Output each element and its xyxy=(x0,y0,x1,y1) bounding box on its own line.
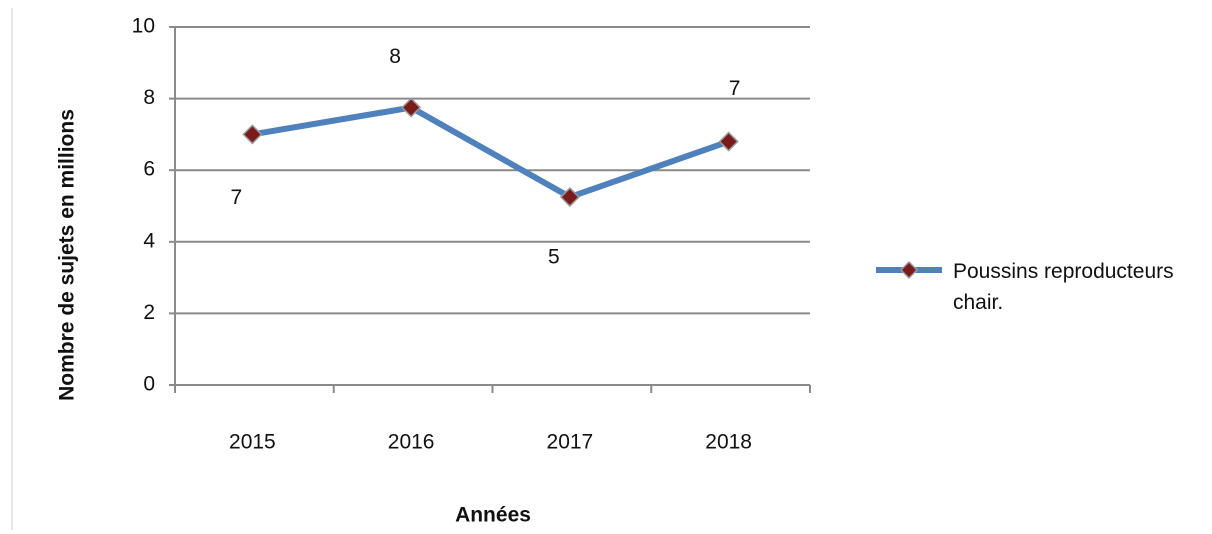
marker xyxy=(401,97,422,118)
value-label: 7 xyxy=(231,186,243,209)
y-tick-label: 6 xyxy=(143,158,155,181)
y-axis-label: Nombre de sujets en millions xyxy=(56,109,79,401)
y-tick-label: 10 xyxy=(132,15,155,38)
x-tick-label: 2016 xyxy=(388,431,435,454)
x-tick-label: 2018 xyxy=(705,431,752,454)
legend-label: Poussins reproducteurs chair. xyxy=(953,260,1174,314)
value-label: 7 xyxy=(729,77,741,100)
y-tick-label: 8 xyxy=(143,86,155,109)
series-line xyxy=(251,104,730,201)
x-tick-label: 2017 xyxy=(547,431,594,454)
marker xyxy=(242,124,263,145)
marker xyxy=(718,131,739,152)
value-label: 5 xyxy=(548,246,560,269)
value-label: 8 xyxy=(389,45,401,68)
y-tick-label: 0 xyxy=(143,373,155,396)
x-tick-label: 2015 xyxy=(229,431,276,454)
y-tick-label: 2 xyxy=(143,301,155,324)
marker xyxy=(559,186,580,208)
y-tick-label: 4 xyxy=(143,229,155,252)
legend-marker xyxy=(899,260,919,280)
x-axis-label: Années xyxy=(455,504,531,527)
